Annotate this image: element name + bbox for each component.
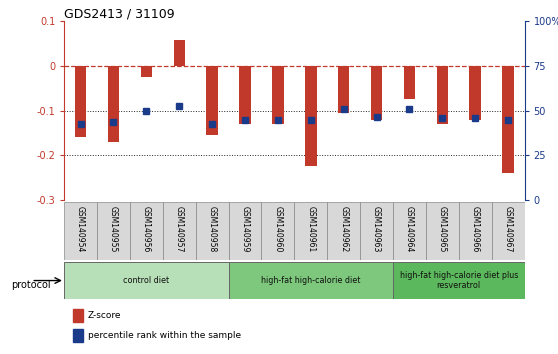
Bar bbox=[502, 66, 514, 173]
Text: GSM140960: GSM140960 bbox=[273, 206, 282, 253]
Bar bbox=[272, 66, 283, 124]
Bar bbox=[371, 66, 382, 120]
Text: high-fat high-calorie diet: high-fat high-calorie diet bbox=[261, 276, 360, 285]
Text: GSM140959: GSM140959 bbox=[240, 206, 249, 253]
Bar bbox=[229, 202, 262, 260]
Bar bbox=[426, 202, 459, 260]
Bar bbox=[239, 66, 251, 124]
Text: GSM140954: GSM140954 bbox=[76, 206, 85, 253]
Text: GSM140966: GSM140966 bbox=[471, 206, 480, 253]
Bar bbox=[174, 40, 185, 66]
Bar bbox=[130, 202, 163, 260]
Text: GSM140964: GSM140964 bbox=[405, 206, 414, 253]
Bar bbox=[393, 202, 426, 260]
Text: GSM140962: GSM140962 bbox=[339, 206, 348, 253]
Bar bbox=[305, 66, 316, 166]
Bar bbox=[196, 202, 229, 260]
Bar bbox=[73, 309, 83, 322]
Bar bbox=[64, 202, 97, 260]
Bar bbox=[163, 202, 196, 260]
Bar bbox=[229, 262, 393, 299]
Bar bbox=[97, 202, 130, 260]
Bar bbox=[338, 66, 349, 113]
Text: GSM140957: GSM140957 bbox=[175, 206, 184, 253]
Bar bbox=[492, 202, 525, 260]
Bar bbox=[436, 66, 448, 124]
Bar bbox=[403, 66, 415, 99]
Bar bbox=[393, 262, 525, 299]
Bar bbox=[108, 66, 119, 142]
Text: protocol: protocol bbox=[11, 280, 51, 290]
Text: GSM140956: GSM140956 bbox=[142, 206, 151, 253]
Text: GSM140955: GSM140955 bbox=[109, 206, 118, 253]
Text: Z-score: Z-score bbox=[88, 311, 122, 320]
Text: GDS2413 / 31109: GDS2413 / 31109 bbox=[64, 7, 175, 20]
Bar bbox=[469, 66, 481, 120]
Text: GSM140967: GSM140967 bbox=[503, 206, 513, 253]
Bar bbox=[327, 202, 360, 260]
Bar bbox=[206, 66, 218, 135]
Bar bbox=[360, 202, 393, 260]
Bar bbox=[459, 202, 492, 260]
Bar bbox=[262, 202, 295, 260]
Text: GSM140965: GSM140965 bbox=[438, 206, 447, 253]
Bar bbox=[64, 262, 229, 299]
Bar bbox=[73, 329, 83, 342]
Bar bbox=[295, 202, 327, 260]
Text: control diet: control diet bbox=[123, 276, 170, 285]
Bar bbox=[141, 66, 152, 77]
Text: percentile rank within the sample: percentile rank within the sample bbox=[88, 331, 241, 340]
Text: high-fat high-calorie diet plus
resveratrol: high-fat high-calorie diet plus resverat… bbox=[400, 271, 518, 290]
Text: GSM140961: GSM140961 bbox=[306, 206, 315, 253]
Bar bbox=[75, 66, 86, 137]
Text: GSM140958: GSM140958 bbox=[208, 206, 217, 253]
Text: GSM140963: GSM140963 bbox=[372, 206, 381, 253]
